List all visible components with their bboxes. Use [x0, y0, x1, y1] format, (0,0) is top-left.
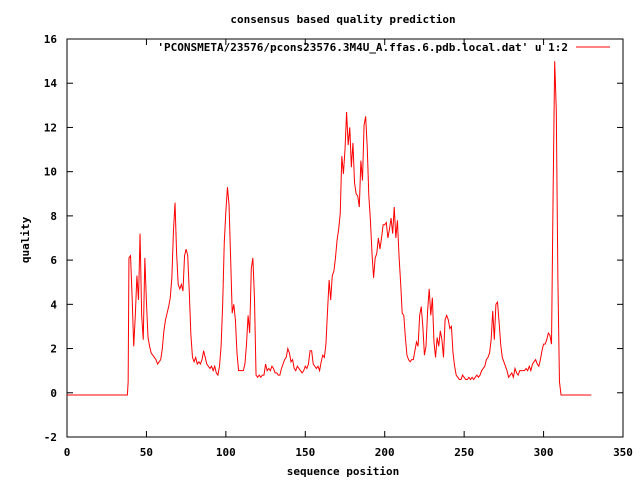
legend-label: 'PCONSMETA/23576/pcons23576.3M4U_A.ffas.… [157, 41, 568, 54]
chart-title: consensus based quality prediction [230, 13, 455, 26]
plot-frame [66, 38, 624, 438]
x-tick-label: 100 [216, 446, 236, 459]
y-tick-label: 2 [50, 343, 57, 356]
x-tick-label: 0 [64, 446, 71, 459]
x-tick-label: 250 [454, 446, 474, 459]
x-tick-label: 300 [534, 446, 554, 459]
legend: 'PCONSMETA/23576/pcons23576.3M4U_A.ffas.… [157, 41, 610, 54]
y-tick-label: 4 [50, 298, 57, 311]
x-tick-label: 200 [375, 446, 395, 459]
y-tick-label: 12 [44, 121, 57, 134]
x-tick-label: 150 [295, 446, 315, 459]
x-tick-label: 50 [140, 446, 153, 459]
y-tick-label: -2 [44, 431, 57, 444]
y-tick-label: 6 [50, 254, 57, 267]
y-tick-label: 10 [44, 166, 57, 179]
y-axis-label: quality [19, 216, 32, 263]
y-tick-label: 16 [44, 33, 58, 46]
x-tick-label: 350 [613, 446, 633, 459]
series-line [67, 61, 592, 396]
y-tick-label: 14 [44, 77, 58, 90]
x-axis-label: sequence position [287, 465, 400, 478]
y-tick-label: 0 [50, 387, 57, 400]
y-tick-label: 8 [50, 210, 57, 223]
